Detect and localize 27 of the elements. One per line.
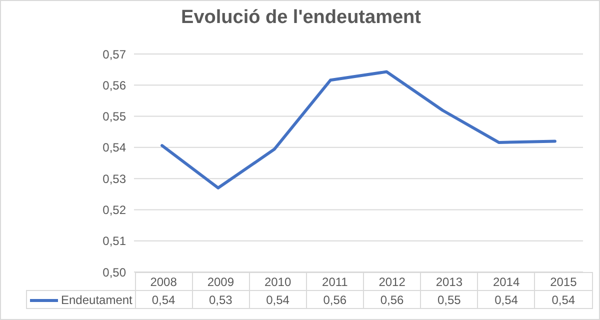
data-label: 0,53 bbox=[192, 290, 250, 308]
line-series bbox=[160, 70, 556, 190]
x-tick-label: 2013 bbox=[420, 272, 478, 290]
data-label: 0,55 bbox=[420, 290, 478, 308]
x-tick-label: 2011 bbox=[306, 272, 364, 290]
x-tick-label: 2009 bbox=[192, 272, 250, 290]
data-label: 0,54 bbox=[249, 290, 306, 308]
y-tick-label: 0,53 bbox=[102, 172, 126, 186]
data-label: 0,54 bbox=[534, 290, 592, 308]
chart-title: Evolució de l'endeutament bbox=[180, 7, 422, 29]
x-tick-label: 2008 bbox=[135, 272, 192, 290]
y-tick-label: 0,57 bbox=[102, 47, 126, 62]
y-tick-label: 0,56 bbox=[102, 78, 126, 92]
y-tick-label: 0,51 bbox=[102, 234, 126, 248]
y-tick-label: 0,52 bbox=[102, 202, 126, 217]
x-tick-label: 2010 bbox=[249, 272, 306, 290]
data-label: 0,54 bbox=[478, 290, 535, 308]
data-label: 0,56 bbox=[306, 290, 364, 308]
x-tick-label: 2015 bbox=[534, 272, 592, 290]
data-label: 0,54 bbox=[135, 290, 192, 308]
y-tick-label: 0,55 bbox=[102, 110, 126, 124]
x-tick-label: 2012 bbox=[364, 272, 421, 290]
y-tick-label: 0,54 bbox=[102, 140, 126, 155]
y-tick-label: 0,50 bbox=[102, 265, 126, 280]
legend-label: Endeutament bbox=[26, 290, 135, 308]
x-tick-label: 2014 bbox=[478, 272, 535, 290]
data-label: 0,56 bbox=[364, 290, 421, 308]
